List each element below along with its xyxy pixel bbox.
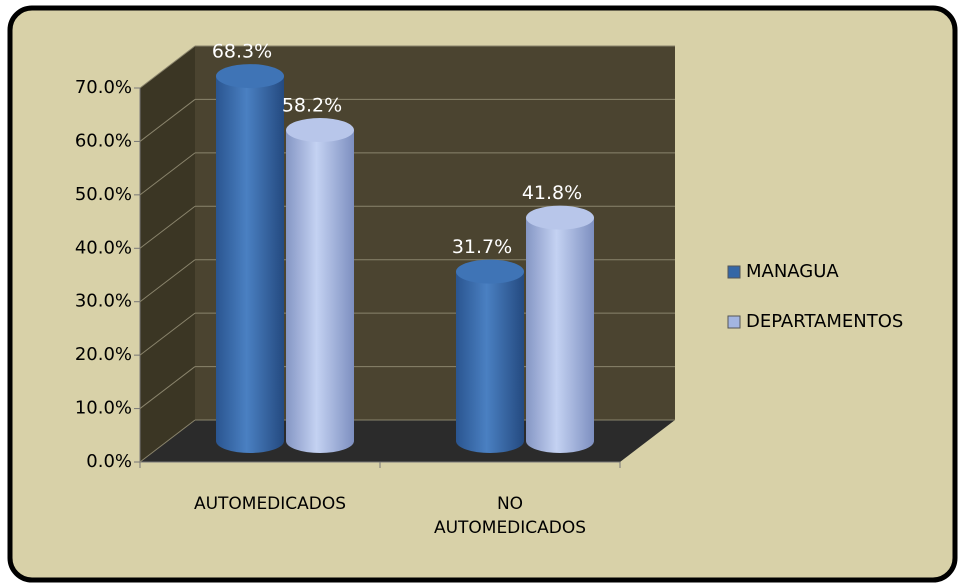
data-label: 41.8% xyxy=(522,182,582,204)
data-label: 58.2% xyxy=(282,95,342,117)
y-tick-label: 70.0% xyxy=(75,77,132,98)
grid-line-side xyxy=(139,152,196,196)
data-label: 31.7% xyxy=(452,236,512,258)
grid-line-side xyxy=(139,205,196,249)
grid-line-side xyxy=(139,259,196,303)
bar-top xyxy=(286,118,354,143)
legend-label: MANAGUA xyxy=(746,261,839,282)
grid-line-side xyxy=(139,366,196,409)
bar xyxy=(456,271,524,453)
grid-line-side xyxy=(139,45,196,89)
legend-marker xyxy=(727,315,741,329)
y-tick-label: 40.0% xyxy=(75,237,132,258)
y-tick-label: 10.0% xyxy=(75,398,132,419)
x-tick-label: NO AUTOMEDICADOS xyxy=(433,494,587,538)
bar-top xyxy=(526,205,594,230)
side-wall xyxy=(140,46,195,462)
y-tick-label: 0.0% xyxy=(86,451,132,472)
legend-marker xyxy=(727,265,741,279)
data-label: 68.3% xyxy=(212,41,272,63)
bar-top xyxy=(456,259,524,284)
y-tick-label: 20.0% xyxy=(75,344,132,365)
y-tick-label: 30.0% xyxy=(75,291,132,312)
bar xyxy=(216,76,284,453)
y-tick-label: 60.0% xyxy=(75,130,132,151)
x-tick-label: AUTOMEDICADOS xyxy=(193,494,347,514)
y-tick-label: 50.0% xyxy=(75,184,132,205)
bar-top xyxy=(216,64,284,89)
bar xyxy=(526,217,594,453)
grid-line-side xyxy=(139,312,196,356)
legend-label: DEPARTAMENTOS xyxy=(746,311,903,332)
grid-line-side xyxy=(139,419,196,463)
grid-line-side xyxy=(139,99,196,142)
bar xyxy=(286,130,354,453)
